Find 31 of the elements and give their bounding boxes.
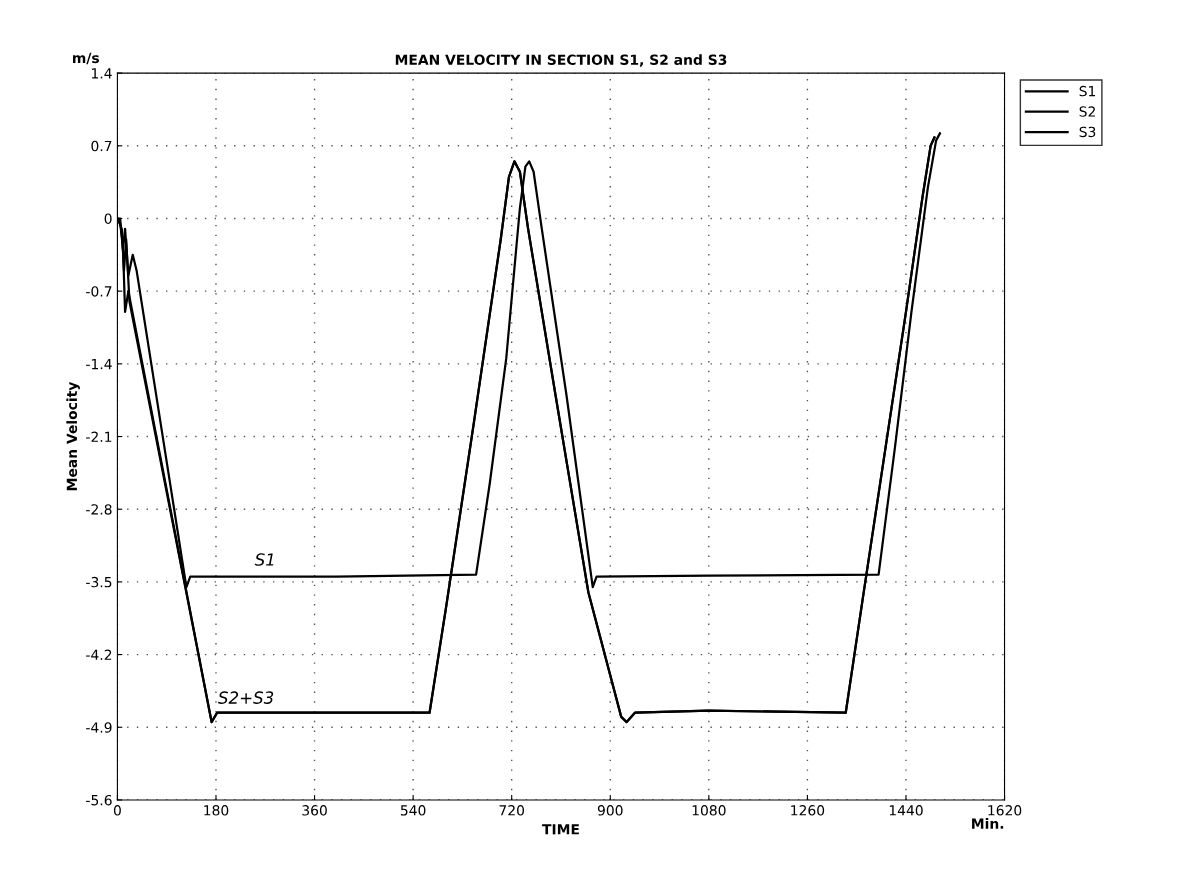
x-axis-title: TIME <box>542 824 579 835</box>
y-axis-title: Mean Velocity <box>66 381 80 491</box>
y-tick-label: 0.7 <box>91 140 112 152</box>
x-tick-label: 1620 <box>988 805 1022 816</box>
y-tick-label: -5.6 <box>86 794 112 806</box>
y-tick-label: -4.2 <box>86 649 112 660</box>
x-tick-label: 360 <box>302 805 327 816</box>
y-tick-label: -0.7 <box>86 286 112 297</box>
x-tick-label: 1260 <box>791 805 825 816</box>
annotation: S1 <box>254 553 274 566</box>
x-tick-label: 1080 <box>692 805 726 816</box>
y-tick-label: -4.9 <box>86 722 112 733</box>
legend-label: S3 <box>1079 126 1096 138</box>
annotation: S2+S3 <box>218 691 274 704</box>
y-tick-label: -3.5 <box>86 576 112 588</box>
x-tick-label: 540 <box>400 805 426 816</box>
legend-label: S1 <box>1079 85 1096 97</box>
legend-label: S2 <box>1079 106 1095 117</box>
y-tick-label: -2.8 <box>86 504 112 515</box>
y-tick-label: -2.1 <box>86 431 112 442</box>
x-tick-label: 180 <box>204 805 229 816</box>
y-tick-label: 1.4 <box>91 68 112 79</box>
x-tick-label: 1440 <box>889 805 923 816</box>
x-tick-label: 0 <box>113 805 121 816</box>
text: m/s <box>73 52 100 65</box>
text: Min. <box>972 818 1004 829</box>
x-tick-label: 900 <box>597 805 623 816</box>
y-tick-label: 0 <box>104 213 112 224</box>
chart-title: MEAN VELOCITY IN SECTION S1, S2 and S3 <box>395 54 727 67</box>
x-tick-label: 720 <box>499 805 525 816</box>
y-tick-label: -1.4 <box>86 359 112 370</box>
